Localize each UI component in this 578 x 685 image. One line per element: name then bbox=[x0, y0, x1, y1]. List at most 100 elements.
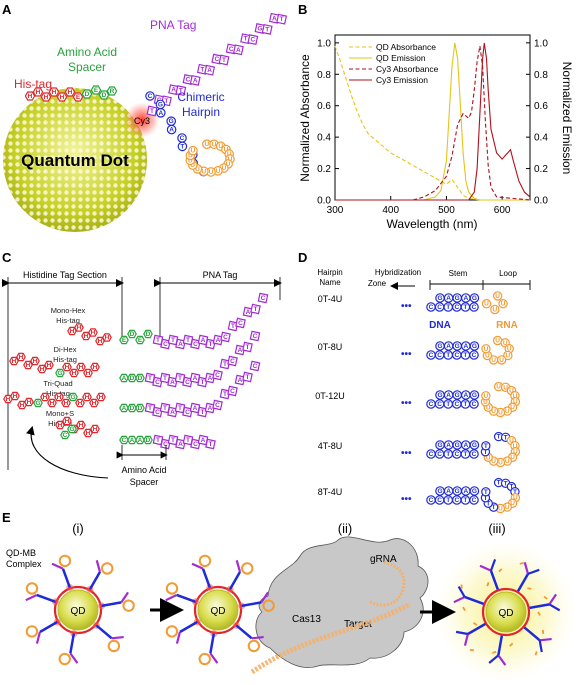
c-pna-bead: C bbox=[190, 338, 201, 350]
loop-u-bead: U bbox=[498, 299, 508, 309]
stem-bottom-bead-letter: C bbox=[454, 497, 459, 504]
rna-loop bbox=[165, 625, 179, 638]
c-row-name: Tri-Quad bbox=[43, 379, 72, 388]
loop-t-bead-letter: T bbox=[504, 480, 508, 487]
c-pna-bead-letter: A bbox=[193, 375, 198, 382]
c-his-bead: H bbox=[3, 394, 13, 404]
loop-u-bead-letter: U bbox=[507, 346, 512, 353]
c-aa-label-1: Amino Acid bbox=[121, 465, 166, 475]
stem-bottom-bead: C bbox=[426, 449, 436, 459]
grna-label: gRNA bbox=[370, 554, 397, 565]
pna-arm bbox=[120, 591, 129, 603]
c-his-bead: H bbox=[24, 397, 34, 407]
c-his-bead: H bbox=[10, 391, 20, 401]
c-pna-bead-letter: T bbox=[178, 405, 182, 412]
c-pna-bead-letter: T bbox=[156, 337, 160, 344]
a-rna-bead-letter: U bbox=[209, 169, 214, 176]
d-header-hairpin-1: Hairpin bbox=[317, 268, 342, 277]
open-arm bbox=[538, 640, 543, 653]
c-his-bead-letter: H bbox=[19, 354, 24, 361]
d-header-hybridization-1: Hybridization bbox=[375, 268, 421, 277]
loop-u-bead-letter: U bbox=[501, 301, 506, 308]
legend-label: Cy3 Emission bbox=[376, 75, 428, 85]
y-tick-label: 0.4 bbox=[317, 133, 331, 144]
pna-arm bbox=[523, 562, 530, 575]
c-his-bead: H bbox=[90, 424, 100, 434]
rna-loop bbox=[25, 625, 39, 638]
a-his-bead: H bbox=[32, 87, 44, 97]
loop-u-bead-letter: U bbox=[498, 409, 503, 416]
stem-bottom-bead: C bbox=[426, 302, 436, 312]
loop-t-bead: T bbox=[481, 487, 491, 497]
stem-bottom-bead: T bbox=[460, 449, 471, 459]
c-pna-bead-letter: C bbox=[238, 320, 243, 327]
beacon-stem bbox=[516, 573, 530, 592]
stem-top-bead: G bbox=[469, 440, 480, 450]
beacon-stem bbox=[489, 570, 499, 590]
c-pna-bead-letter: T bbox=[209, 341, 213, 348]
loop-u-bead-letter: U bbox=[484, 301, 489, 308]
chart-xlabel: Wavelength (nm) bbox=[387, 217, 478, 231]
loop-u-bead: U bbox=[488, 355, 499, 365]
stem-bottom-bead-letter: C bbox=[437, 497, 442, 504]
panel-b-label: B bbox=[298, 2, 307, 17]
a-pna-bead-letter: C bbox=[229, 46, 234, 53]
c-g-bead: H bbox=[54, 392, 64, 402]
c-g-bead: H bbox=[75, 398, 85, 408]
stem-top-bead-letter: G bbox=[472, 488, 477, 495]
loop-t-bead-letter: T bbox=[497, 480, 501, 487]
open-arm bbox=[457, 585, 466, 598]
c-aa-bead-letter: D bbox=[138, 405, 143, 412]
pna-arm bbox=[25, 593, 38, 602]
a-pna-bead: A bbox=[232, 44, 244, 56]
panel-a-label: A bbox=[2, 2, 12, 17]
a-dna-bead: G bbox=[166, 116, 176, 126]
c-pna-bead: T bbox=[227, 320, 239, 332]
pna-arm bbox=[209, 652, 219, 664]
loop-u-bead-letter: U bbox=[486, 404, 491, 411]
a-his-bead-letter: H bbox=[60, 94, 65, 101]
c-his-bead-letter: H bbox=[91, 330, 96, 337]
c-his-bead-letter: H bbox=[86, 430, 91, 437]
c-aa-bead: D bbox=[143, 435, 153, 445]
c-g-bead: H bbox=[62, 362, 72, 372]
stem-top-bead: G bbox=[452, 440, 462, 450]
c-g-bead: H bbox=[40, 392, 50, 402]
stem-bottom-bead: C bbox=[469, 449, 479, 459]
c-his-bead: H bbox=[83, 428, 93, 438]
c-row: Mono+SHis-tagHHHHHHCGCAADTCTATCAT bbox=[46, 409, 216, 450]
c-g-bead-letter: H bbox=[92, 400, 97, 407]
qd-shell bbox=[193, 585, 243, 635]
stem-bottom-bead-letter: C bbox=[429, 451, 434, 458]
c-pna-bead: T bbox=[159, 372, 171, 384]
a-pna-bead: C bbox=[247, 34, 259, 46]
stem-bottom-bead-letter: C bbox=[437, 401, 442, 408]
beacon-stem bbox=[201, 568, 211, 588]
a-rna-bead-letter: U bbox=[201, 168, 206, 175]
a-pna-bead-letter: A bbox=[207, 67, 212, 74]
a-aa-bead: E bbox=[90, 85, 102, 95]
c-pna-bead-letter: A bbox=[170, 379, 175, 386]
c-pna-bead-letter: C bbox=[253, 333, 258, 340]
stem-bottom-bead: C bbox=[426, 399, 436, 409]
c-pna-bead: A bbox=[167, 376, 178, 388]
loop-t-bead: T bbox=[481, 441, 491, 451]
c-pna-bead: T bbox=[242, 341, 253, 353]
stem-bottom-bead-letter: C bbox=[437, 352, 442, 359]
series-line-1 bbox=[335, 42, 530, 201]
stem-top-bead-letter: A bbox=[463, 295, 468, 302]
a-his-bead-letter: H bbox=[36, 89, 41, 96]
stem-top-bead: G bbox=[435, 440, 445, 450]
loop-u-bead-letter: U bbox=[495, 293, 500, 300]
panel-d-label: D bbox=[298, 250, 307, 265]
a-pna-bead: A bbox=[204, 64, 216, 76]
a-his-bead: H bbox=[64, 87, 76, 97]
his-section-label: Histidine Tag Section bbox=[23, 270, 107, 280]
loop-u-bead-letter: U bbox=[485, 353, 490, 360]
c-his-bead: H bbox=[23, 360, 33, 370]
loop-u-bead-letter: U bbox=[491, 357, 496, 364]
a-pna-beads: TCTATCATACTCATCGTAT bbox=[146, 12, 288, 117]
c-g-bead-letter: H bbox=[99, 394, 104, 401]
loop-u-bead-letter: U bbox=[505, 504, 510, 511]
stem-bottom-bead-letter: T bbox=[463, 401, 467, 408]
